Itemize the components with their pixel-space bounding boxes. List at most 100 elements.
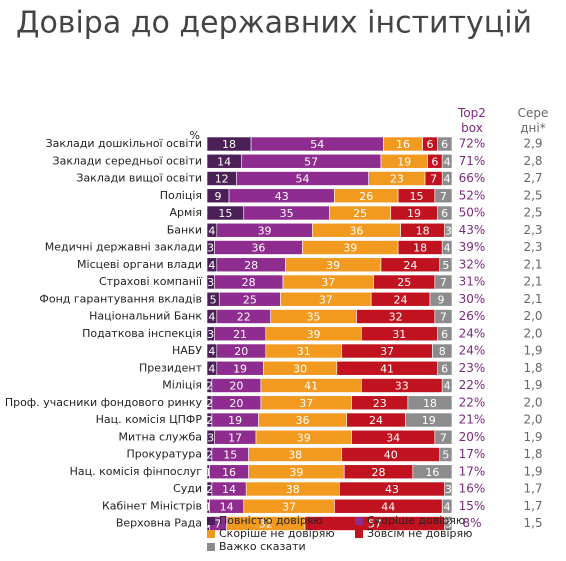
bar-segment <box>434 309 453 324</box>
bar-value-label: 7 <box>440 311 447 324</box>
bar-value-label: 6 <box>441 362 448 375</box>
unit-label: % <box>190 129 200 142</box>
bar-value-label: 16 <box>396 138 410 151</box>
bar-segment <box>444 481 453 497</box>
column-value: 20% <box>459 430 486 444</box>
column-value: 16% <box>459 482 486 496</box>
category-label: Армія <box>170 206 202 219</box>
bar-segment <box>434 429 453 445</box>
category-label: Місцеві органи влади <box>77 258 202 271</box>
bar-value-label: 54 <box>296 173 310 186</box>
bar-value-label: 57 <box>304 155 318 168</box>
bar-value-label: 3 <box>445 483 452 496</box>
column-value: 24% <box>459 326 486 340</box>
bar-value-label: 38 <box>286 483 300 496</box>
column-value: 2,0 <box>523 309 542 323</box>
column-value: 24% <box>459 344 486 358</box>
column-value: 66% <box>459 171 486 185</box>
category-label: Банки <box>167 223 202 236</box>
bar-value-label: 7 <box>440 276 447 289</box>
bar-segment <box>441 171 453 186</box>
column-value: 1,9 <box>523 464 542 478</box>
bar-value-label: 35 <box>307 311 321 324</box>
bar-segment <box>434 274 453 290</box>
column-value: 1,8 <box>523 361 542 375</box>
bar-value-label: 40 <box>384 449 398 462</box>
category-label: Суди <box>173 482 202 495</box>
category-label: Фонд гарантування вкладів <box>39 292 202 305</box>
legend-swatch <box>207 517 215 525</box>
bar-value-label: 4 <box>208 259 215 272</box>
bar-value-label: 22 <box>237 311 251 324</box>
legend-swatch <box>355 530 363 538</box>
column-value: 2,1 <box>523 275 542 289</box>
bar-value-label: 7 <box>440 431 447 444</box>
column-value: 2,3 <box>523 240 542 254</box>
category-label: Медичні державні заклади <box>45 241 202 254</box>
category-label: Національний Банк <box>89 310 202 323</box>
bar-value-label: 25 <box>397 276 411 289</box>
bar-value-label: 14 <box>220 500 234 513</box>
category-label: Міліція <box>162 379 202 392</box>
bar-value-label: 4 <box>208 345 215 358</box>
legend-label: Зовсім не довіряю <box>367 527 472 540</box>
column-header: Сере дні* <box>518 106 549 135</box>
column-value: 2,0 <box>523 395 542 409</box>
bar-segment <box>436 326 453 342</box>
bar-value-label: 3 <box>445 518 452 531</box>
column-value: 71% <box>459 154 486 168</box>
bar-value-label: 4 <box>444 173 451 186</box>
bar-value-label: 4 <box>208 311 215 324</box>
category-label: Митна служба <box>119 430 203 443</box>
bar-segment <box>432 343 453 359</box>
bar-value-label: 3 <box>207 242 214 255</box>
column-value: 2,7 <box>523 171 542 185</box>
bar-value-label: 2 <box>206 414 213 427</box>
bar-value-label: 25 <box>243 293 257 306</box>
category-label: Заклади середньої освіти <box>53 154 202 167</box>
bar-value-label: 18 <box>416 224 430 237</box>
bar-segment <box>436 205 453 221</box>
column-value: 2,1 <box>523 292 542 306</box>
column-value: 22% <box>459 395 486 409</box>
bar-segment <box>439 447 453 462</box>
bar-value-label: 4 <box>444 500 451 513</box>
bar-value-label: 4 <box>444 380 451 393</box>
bar-value-label: 36 <box>296 414 310 427</box>
bar-value-label: 16 <box>222 466 236 479</box>
column-value: 1,9 <box>523 378 542 392</box>
bar-value-label: 14 <box>217 155 231 168</box>
column-value: 50% <box>459 206 486 220</box>
bar-value-label: 37 <box>319 293 333 306</box>
bar-value-label: 41 <box>304 380 318 393</box>
bar-value-label: 37 <box>321 276 335 289</box>
bar-value-label: 5 <box>210 293 217 306</box>
bar-value-label: 2 <box>206 397 213 410</box>
legend-label: Важко сказати <box>219 540 306 553</box>
bar-value-label: 26 <box>359 190 373 203</box>
legend-label: Повністю довіряю <box>219 514 323 527</box>
bar-value-label: 32 <box>389 311 403 324</box>
bar-segment <box>405 412 453 428</box>
bar-value-label: 43 <box>275 190 289 203</box>
chart-title: Довіра до державних інституцій <box>16 6 532 41</box>
bar-value-label: 37 <box>282 500 296 513</box>
column-value: 30% <box>459 292 486 306</box>
bar-value-label: 31 <box>297 345 311 358</box>
bar-value-label: 6 <box>431 155 438 168</box>
category-label: Заклади дошкільної освіти <box>46 137 202 150</box>
column-value: 1,9 <box>523 430 542 444</box>
bar-value-label: 4 <box>208 362 215 375</box>
category-label: Нац. комісія фінпослуг <box>70 465 203 478</box>
bar-value-label: 36 <box>251 242 265 255</box>
bar-value-label: 39 <box>289 466 303 479</box>
bar-segment <box>429 291 453 307</box>
column-value: 2,9 <box>523 137 542 151</box>
bar-value-label: 7 <box>440 190 447 203</box>
column-value: 2,0 <box>523 326 542 340</box>
category-label: Заклади вищої освіти <box>76 172 202 185</box>
column-value: 2,0 <box>523 413 542 427</box>
category-label: Кабінет Міністрів <box>102 499 202 512</box>
bar-value-label: 28 <box>244 259 258 272</box>
bar-value-label: 35 <box>280 207 294 220</box>
